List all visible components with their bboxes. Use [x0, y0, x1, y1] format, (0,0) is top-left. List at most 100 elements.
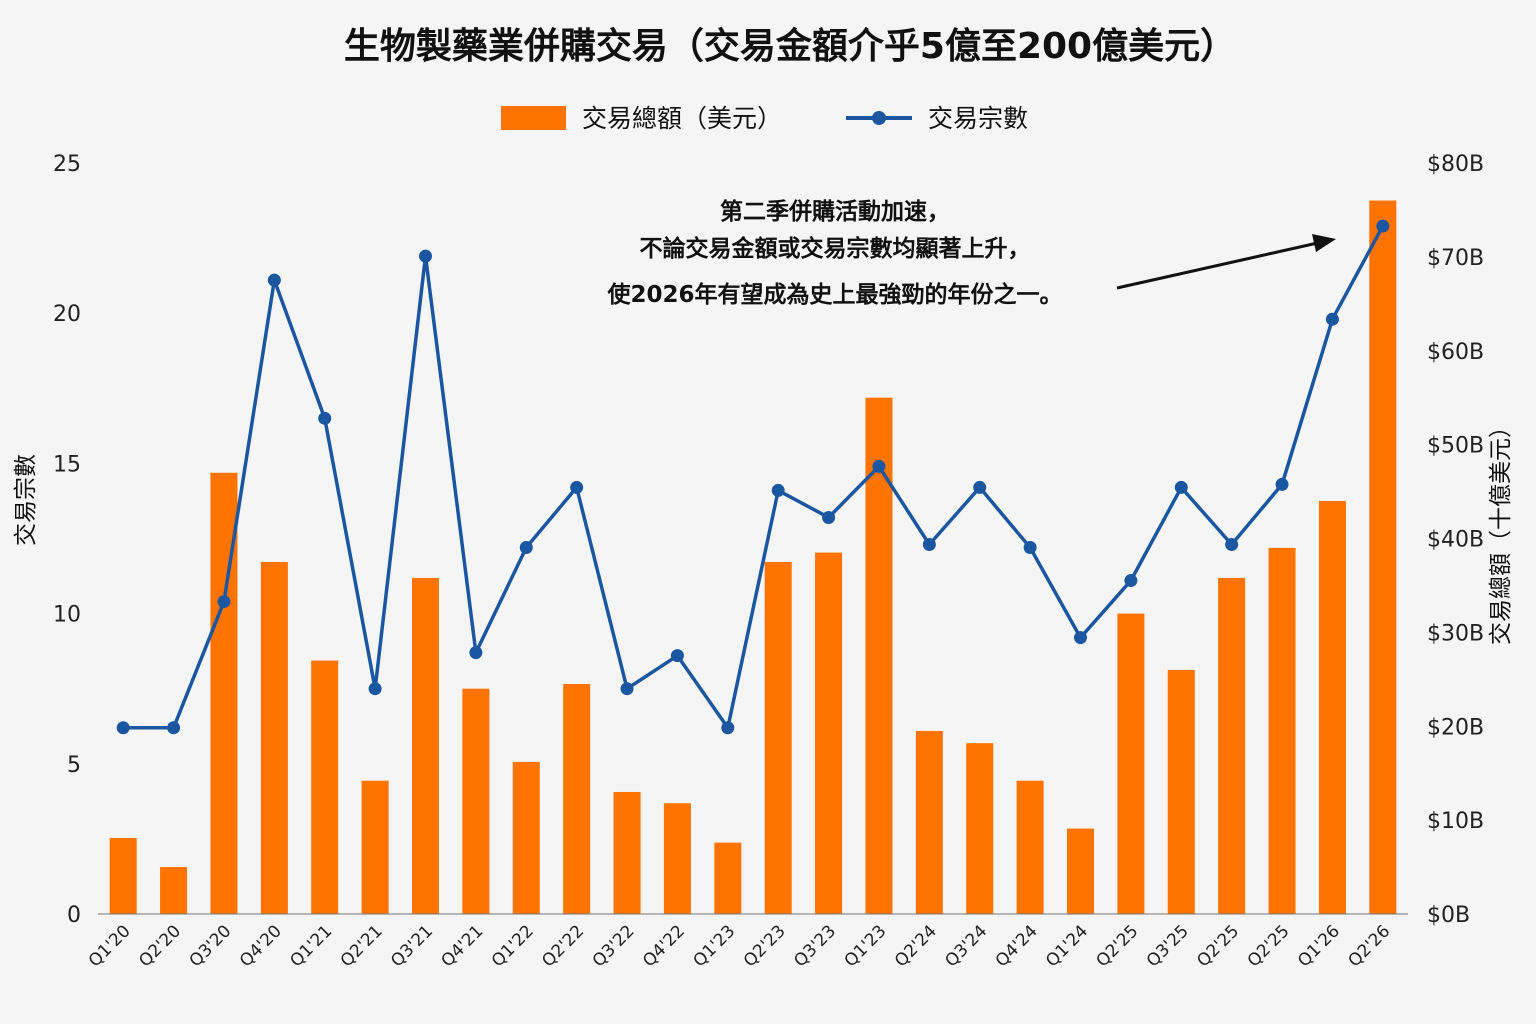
y-left-tick-label: 5: [67, 753, 81, 778]
legend-bar-label: 交易總額（美元）: [582, 104, 782, 133]
x-tick-label: Q2'25: [1193, 921, 1243, 971]
line-point: [116, 721, 130, 735]
bar: [1167, 669, 1195, 914]
line-point: [570, 480, 584, 494]
annotation-arrow-head: [1312, 234, 1336, 252]
annotation: 第二季併購活動加速， 不論交易金額或交易宗數均顯著上升， 使2026年有望成為史…: [606, 198, 1336, 308]
legend-line-marker: [872, 111, 886, 125]
bar: [1268, 547, 1296, 914]
x-tick-label: Q2'25: [1093, 921, 1143, 971]
x-tick-label: Q2'25: [1244, 921, 1294, 971]
line-point: [922, 538, 936, 552]
line-point: [670, 649, 684, 663]
y-right-tick-label: $0B: [1427, 903, 1470, 928]
bar: [1016, 780, 1044, 914]
annotation-line-1: 第二季併購活動加速，: [720, 198, 950, 225]
line-point: [1325, 312, 1339, 326]
x-ticks: Q1'20 Q2'20 Q3'20 Q4'20 Q1'21 Q2'21 Q3'21 Q4'21…: [85, 921, 1394, 971]
bar: [1067, 828, 1094, 914]
bar: [714, 842, 742, 914]
y-right-tick-label: $70B: [1427, 246, 1484, 271]
annotation-line-3: 使2026年有望成為史上最強勁的年份之一。: [606, 281, 1062, 308]
bar: [663, 803, 691, 914]
bar: [613, 791, 641, 914]
x-tick-label: Q2'21: [337, 921, 387, 971]
x-tick-label: Q3'21: [387, 921, 437, 971]
bar: [160, 867, 188, 914]
x-tick-label: Q1'26: [1294, 921, 1344, 971]
bar: [1117, 613, 1145, 914]
x-tick-label: Q3'20: [186, 921, 236, 971]
line-point: [1275, 477, 1289, 491]
y-left-tick-label: 0: [67, 903, 81, 928]
y-right-tick-label: $60B: [1427, 340, 1484, 365]
x-tick-label: Q2'23: [740, 921, 790, 971]
y-right-tick-label: $40B: [1427, 528, 1484, 553]
bar: [1369, 200, 1397, 915]
line-point: [1376, 219, 1390, 233]
y-right-tick-label: $80B: [1427, 152, 1484, 177]
line-point: [1174, 480, 1188, 494]
line-point: [167, 721, 181, 735]
x-tick-label: Q3'24: [941, 921, 991, 971]
line-series: [116, 219, 1390, 735]
y-left-axis-label: 交易宗數: [13, 454, 39, 546]
y-left-tick-label: 10: [53, 603, 81, 628]
y-right-axis-label: 交易總額（十億美元）: [1488, 415, 1514, 645]
line-point: [519, 541, 533, 555]
line-point: [1225, 538, 1239, 552]
line-point: [419, 249, 432, 263]
bar: [512, 761, 540, 914]
bar: [764, 561, 792, 914]
bar: [412, 577, 439, 914]
bar: [563, 684, 591, 914]
bar-series: [109, 200, 1397, 915]
y-right-tick-label: $30B: [1427, 621, 1484, 646]
bar: [815, 552, 843, 914]
y-left-tick-label: 15: [53, 452, 81, 477]
x-tick-label: Q4'22: [639, 921, 689, 971]
series-line: [123, 225, 1385, 730]
y-left-ticks: 0 5 10 15 20 25: [53, 152, 81, 928]
line-point: [469, 646, 483, 660]
x-tick-label: Q1'23: [689, 921, 739, 971]
bar: [311, 660, 339, 914]
line-point: [1124, 574, 1138, 588]
x-tick-label: Q2'22: [538, 921, 588, 971]
x-tick-label: Q4'24: [992, 921, 1042, 971]
bar: [1218, 577, 1246, 914]
annotation-arrow-shaft: [1116, 240, 1323, 290]
x-tick-label: Q2'20: [135, 921, 185, 971]
legend-line-label: 交易宗數: [928, 104, 1028, 133]
line-point: [1023, 541, 1037, 555]
x-tick-label: Q2'24: [891, 921, 941, 971]
chart-title: 生物製藥業併購交易（交易金額介乎5億至200億美元）: [344, 25, 1236, 67]
line-point: [973, 480, 987, 494]
x-tick-label: Q1'22: [488, 921, 538, 971]
bar: [260, 561, 288, 914]
line-point: [217, 595, 231, 609]
bar: [462, 688, 490, 914]
y-left-tick-label: 25: [53, 152, 81, 177]
line-point: [318, 411, 332, 425]
legend-bar-swatch: [501, 106, 566, 130]
legend: 交易總額（美元） 交易宗數: [501, 104, 1028, 133]
line-point: [872, 459, 886, 473]
y-right-ticks: $0B $10B $20B $30B $40B $50B $60B $70B $80B: [1427, 152, 1484, 928]
x-tick-label: Q1'24: [1042, 921, 1092, 971]
line-point: [267, 273, 281, 287]
y-left-tick-label: 20: [53, 302, 81, 327]
x-tick-label: Q1'23: [841, 921, 891, 971]
x-tick-label: Q3'23: [790, 921, 840, 971]
line-point: [1074, 631, 1087, 645]
x-tick-label: Q2'26: [1344, 921, 1394, 971]
bar: [966, 743, 994, 914]
line-point: [368, 682, 382, 696]
line-point: [822, 510, 836, 524]
bar: [109, 837, 137, 914]
bar: [361, 780, 389, 914]
x-tick-label: Q4'20: [236, 921, 286, 971]
y-right-tick-label: $20B: [1427, 715, 1484, 740]
